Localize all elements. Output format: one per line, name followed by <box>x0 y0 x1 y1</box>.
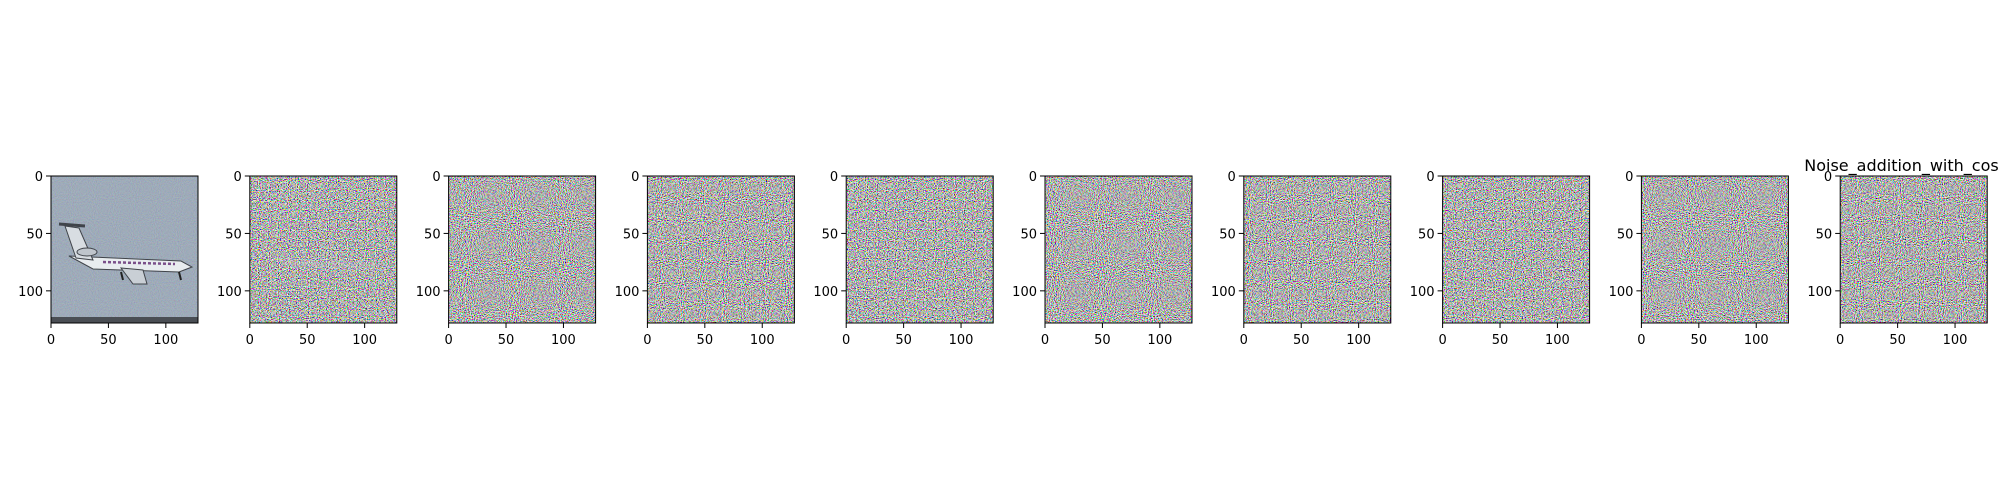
y-tick-label: 100 <box>615 285 640 300</box>
airplane-shape <box>58 222 194 285</box>
y-tick-label: 0 <box>35 170 43 185</box>
y-tick-label: 100 <box>1410 285 1435 300</box>
noise-image <box>846 176 994 323</box>
subplot-9: 0 50 100 0 50 100 <box>1609 170 1789 348</box>
y-tick-label: 100 <box>1012 285 1037 300</box>
noise-image <box>647 176 795 323</box>
noise-image <box>1442 176 1590 323</box>
y-tick-label: 50 <box>424 227 441 242</box>
x-tick-label: 100 <box>1147 333 1172 348</box>
x-tick-label: 50 <box>1094 333 1111 348</box>
y-tick-label: 50 <box>1418 227 1435 242</box>
x-tick-label: 0 <box>444 333 452 348</box>
y-tick-label: 100 <box>813 285 838 300</box>
y-tick-label: 50 <box>1219 227 1236 242</box>
y-tick-label: 50 <box>1020 227 1037 242</box>
subplot-1: 0 50 100 0 50 100 <box>18 170 199 348</box>
y-tick-label: 50 <box>225 227 242 242</box>
noise-image <box>1243 176 1391 323</box>
x-tick-label: 100 <box>153 333 178 348</box>
x-tick-label: 50 <box>299 333 316 348</box>
ground-strip <box>51 317 198 323</box>
subplot-4: 0 50 100 0 50 100 <box>615 170 795 348</box>
x-tick-label: 100 <box>1545 333 1570 348</box>
y-tick-label: 0 <box>1228 170 1236 185</box>
figure-title: Noise_addition_with_cosine <box>1804 156 2000 176</box>
x-tick-label: 100 <box>352 333 377 348</box>
axes-frame <box>50 175 199 324</box>
y-tick-label: 50 <box>822 227 839 242</box>
y-tick-label: 0 <box>234 170 242 185</box>
subplot-5: 0 50 100 0 50 100 <box>813 170 994 348</box>
y-tick-label: 50 <box>1617 227 1634 242</box>
x-tick-label: 100 <box>949 333 974 348</box>
x-tick-label: 0 <box>1041 333 1049 348</box>
noise-image <box>1840 176 1988 323</box>
subplot-6: 0 50 100 0 50 100 <box>1012 170 1193 348</box>
y-tick-label: 100 <box>1807 285 1832 300</box>
x-tick-label: 50 <box>1492 333 1509 348</box>
x-tick-label: 100 <box>1346 333 1371 348</box>
y-tick-label: 0 <box>1824 170 1832 185</box>
axes-frame <box>1243 175 1392 324</box>
subplot-10: 0 50 100 0 50 100 <box>1807 170 1988 348</box>
y-tick-label: 100 <box>18 285 43 300</box>
axes-frame <box>249 175 398 324</box>
y-tick-label: 100 <box>1211 285 1236 300</box>
axes-frame <box>646 175 795 324</box>
x-tick-label: 0 <box>246 333 254 348</box>
noise-image <box>1045 176 1192 323</box>
x-tick-label: 50 <box>1889 333 1906 348</box>
axes-frame <box>1044 175 1193 324</box>
x-tick-label: 100 <box>750 333 775 348</box>
x-tick-label: 100 <box>1744 333 1769 348</box>
x-tick-label: 0 <box>47 333 55 348</box>
x-tick-label: 0 <box>1240 333 1248 348</box>
x-tick-label: 50 <box>895 333 912 348</box>
x-tick-label: 0 <box>1836 333 1844 348</box>
x-tick-label: 0 <box>643 333 651 348</box>
x-tick-label: 50 <box>697 333 714 348</box>
axes-frame <box>1839 175 1988 324</box>
x-tick-label: 0 <box>1438 333 1446 348</box>
noise-image <box>448 176 596 323</box>
x-tick-label: 50 <box>1293 333 1310 348</box>
y-tick-label: 100 <box>217 285 242 300</box>
y-tick-label: 50 <box>26 227 43 242</box>
noise-image <box>249 176 397 323</box>
axes-frame <box>1442 175 1591 324</box>
x-tick-label: 50 <box>1691 333 1708 348</box>
y-tick-label: 50 <box>1816 227 1833 242</box>
y-tick-label: 0 <box>1426 170 1434 185</box>
subplot-2: 0 50 100 0 50 100 <box>217 170 398 348</box>
y-tick-label: 0 <box>631 170 639 185</box>
faint-airplane <box>269 256 380 271</box>
y-tick-label: 50 <box>623 227 640 242</box>
subplot-3: 0 50 100 0 50 100 <box>416 170 597 348</box>
axes-frame <box>1640 175 1789 324</box>
axes-frame <box>845 175 994 324</box>
x-tick-label: 100 <box>1943 333 1968 348</box>
subplot-8: 0 50 100 0 50 100 <box>1410 170 1591 348</box>
y-tick-label: 0 <box>1029 170 1037 185</box>
axes-frame <box>448 175 597 324</box>
x-tick-label: 0 <box>842 333 850 348</box>
x-tick-label: 0 <box>1637 333 1645 348</box>
x-tick-label: 50 <box>498 333 515 348</box>
x-tick-label: 50 <box>100 333 117 348</box>
subplot-7: 0 50 100 0 50 100 <box>1211 170 1392 348</box>
y-tick-label: 100 <box>1609 285 1634 300</box>
y-tick-label: 0 <box>830 170 838 185</box>
subplot-grid: 0 50 100 0 50 100 0 50 100 0 50 100 0 50 100 0 50 100 0 50 1… <box>18 170 1988 348</box>
y-tick-label: 0 <box>1625 170 1633 185</box>
x-tick-label: 100 <box>551 333 576 348</box>
y-tick-label: 0 <box>432 170 440 185</box>
y-tick-label: 100 <box>416 285 441 300</box>
noise-image <box>1641 176 1789 323</box>
